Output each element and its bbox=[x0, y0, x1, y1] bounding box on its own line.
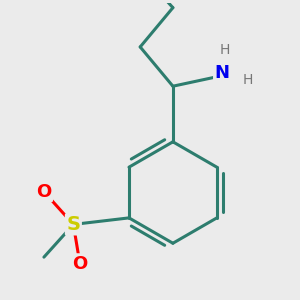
Text: N: N bbox=[214, 64, 230, 82]
Text: S: S bbox=[66, 215, 80, 234]
Text: H: H bbox=[243, 73, 253, 87]
Text: O: O bbox=[72, 255, 88, 273]
Text: H: H bbox=[220, 43, 230, 57]
Text: O: O bbox=[36, 183, 52, 201]
